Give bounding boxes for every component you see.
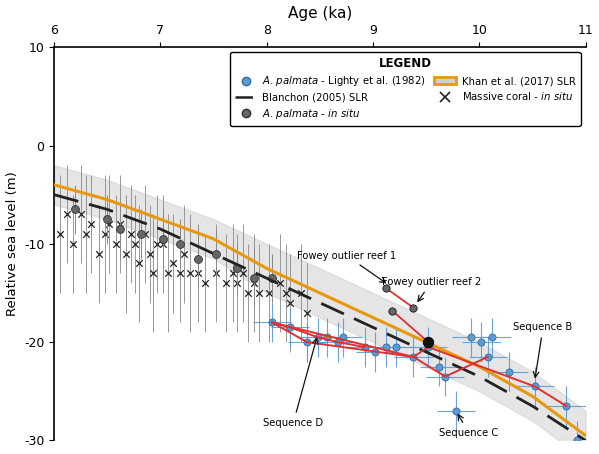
Point — [409, 304, 418, 311]
Text: Sequence A: Sequence A — [0, 453, 1, 454]
Point — [175, 240, 184, 247]
Text: Fowey outlier reef 1: Fowey outlier reef 1 — [297, 251, 396, 283]
Point — [572, 437, 582, 444]
Point — [264, 289, 274, 296]
Point — [285, 324, 295, 331]
Point — [55, 230, 64, 237]
Point — [423, 343, 433, 350]
Point — [115, 226, 125, 233]
Text: Sequence D: Sequence D — [263, 338, 323, 428]
Point — [186, 270, 195, 277]
Text: Sequence C: Sequence C — [439, 415, 498, 438]
Point — [370, 348, 380, 355]
Point — [211, 250, 220, 257]
Point — [285, 299, 295, 306]
Point — [179, 250, 189, 257]
Point — [122, 250, 131, 257]
Y-axis label: Relative sea level (m): Relative sea level (m) — [5, 172, 19, 316]
Point — [388, 307, 397, 314]
Point — [153, 240, 162, 247]
Point — [249, 275, 259, 282]
Point — [562, 402, 571, 410]
Point — [392, 343, 401, 350]
Point — [238, 270, 248, 277]
Point — [81, 230, 91, 237]
Point — [140, 230, 149, 237]
Point — [148, 270, 158, 277]
Point — [530, 383, 539, 390]
Point — [101, 230, 110, 237]
Point — [451, 407, 461, 415]
Point — [243, 289, 252, 296]
Point — [87, 221, 96, 228]
Point — [281, 289, 291, 296]
Point — [163, 270, 173, 277]
Point — [477, 339, 486, 346]
Point — [193, 255, 202, 262]
Point — [487, 334, 497, 341]
Point — [137, 230, 146, 237]
Point — [232, 265, 242, 272]
Point — [381, 285, 391, 292]
Point — [126, 230, 135, 237]
Point — [249, 280, 259, 287]
Point — [71, 206, 80, 213]
Point — [267, 275, 277, 282]
Point — [222, 280, 231, 287]
Point — [145, 250, 155, 257]
Point — [504, 368, 514, 375]
Point — [296, 289, 305, 296]
Point — [115, 221, 125, 228]
Point — [440, 373, 450, 380]
Point — [322, 334, 332, 341]
Point — [94, 250, 104, 257]
Point — [130, 240, 140, 247]
Point — [158, 240, 167, 247]
Point — [483, 353, 492, 360]
Point — [275, 280, 285, 287]
Point — [338, 334, 348, 341]
Point — [255, 289, 264, 296]
Point — [232, 280, 242, 287]
Point — [105, 221, 114, 228]
Point — [360, 343, 370, 350]
Point — [158, 235, 167, 242]
Point — [111, 240, 120, 247]
Point — [211, 270, 220, 277]
Point — [409, 353, 418, 360]
Point — [228, 270, 238, 277]
Point — [175, 270, 184, 277]
Point — [466, 334, 476, 341]
X-axis label: Age (ka): Age (ka) — [288, 5, 352, 20]
Point — [68, 240, 78, 247]
Point — [434, 363, 444, 370]
Point — [302, 339, 312, 346]
Text: Fowey outlier reef 2: Fowey outlier reef 2 — [382, 277, 481, 301]
Point — [76, 211, 86, 218]
Point — [333, 339, 343, 346]
Point — [423, 339, 433, 346]
Point — [200, 280, 210, 287]
Point — [193, 270, 202, 277]
Point — [423, 339, 433, 346]
Point — [267, 319, 277, 326]
Point — [134, 260, 144, 267]
Point — [62, 211, 72, 218]
Text: Sequence B: Sequence B — [513, 322, 573, 377]
Point — [313, 334, 322, 341]
Point — [102, 216, 112, 223]
Point — [302, 309, 312, 316]
Legend: $A$. $palmata$ - Lighty et al. (1982), Blanchon (2005) SLR, $A$. $palmata$ - $in: $A$. $palmata$ - Lighty et al. (1982), B… — [230, 52, 580, 126]
Point — [168, 260, 178, 267]
Point — [223, 442, 232, 449]
Point — [381, 343, 391, 350]
